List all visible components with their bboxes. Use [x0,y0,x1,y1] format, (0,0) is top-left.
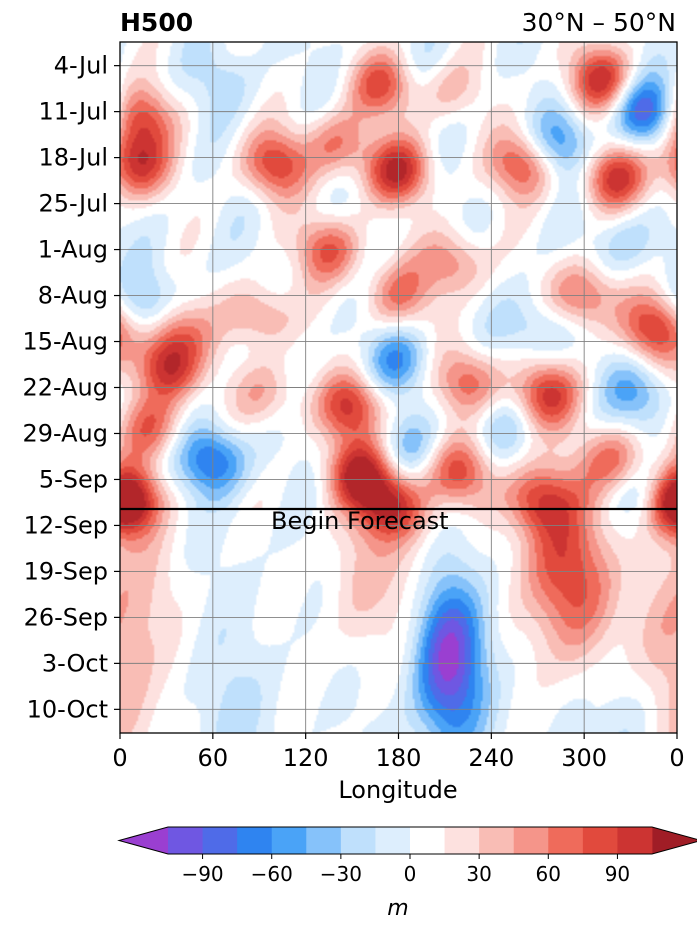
x-axis-ticks: 0 60 120 180 240 300 0 [112,733,685,772]
x-tick-label: 0 [669,744,684,772]
y-tick-label: 25-Jul [39,190,109,218]
colorbar-tick-label: 0 [404,862,417,886]
y-tick-label: 4-Jul [54,52,108,80]
colorbar-swatch [617,827,653,854]
begin-forecast-label: Begin Forecast [271,507,449,535]
y-tick-label: 15-Aug [22,328,108,356]
colorbar-swatch [202,827,238,854]
colorbar-swatch [375,827,411,854]
y-tick-label: 29-Aug [22,419,108,447]
colorbar-swatch [479,827,515,854]
x-tick-label: 0 [112,744,127,772]
grid-lines [120,42,677,733]
colorbar-unit-label: m [387,896,408,921]
colorbar-swatch [513,827,549,854]
chart-title: H500 [120,8,193,37]
colorbar-swatch [548,827,584,854]
y-tick-label: 3-Oct [42,649,108,677]
y-tick-label: 1-Aug [38,236,108,264]
colorbar-swatch [271,827,307,854]
colorbar-tick-label: −30 [320,862,362,886]
y-tick-label: 5-Sep [39,465,108,493]
x-tick-label: 300 [561,744,607,772]
colorbar-tick-label: −90 [181,862,223,886]
colorbar-outline [117,826,697,855]
y-tick-label: 10-Oct [27,695,108,723]
colorbar-swatch [237,827,273,854]
y-tick-label: 19-Sep [24,557,108,585]
x-tick-label: 180 [376,744,422,772]
y-axis-ticks: 4-Jul 11-Jul 18-Jul 25-Jul 1-Aug 8-Aug 15-Aug 2… [22,52,120,723]
colorbar-max-extension [652,827,697,854]
y-tick-label: 8-Aug [38,282,108,310]
x-tick-label: 240 [468,744,514,772]
x-axis-label: Longitude [338,776,457,804]
x-tick-label: 60 [198,744,229,772]
x-tick-label: 120 [283,744,329,772]
colorbar-swatch [410,827,445,854]
colorbar-swatch [306,827,342,854]
colorbar-tick-label: 60 [536,862,561,886]
y-tick-label: 12-Sep [24,511,108,539]
colorbar-swatch [168,827,203,854]
colorbar-swatch [444,827,480,854]
y-tick-label: 22-Aug [22,374,108,402]
colorbar: −90 −60 −30 0 30 60 90 [117,826,697,886]
colorbar-tick-label: −60 [251,862,293,886]
y-tick-label: 11-Jul [39,98,109,126]
colorbar-swatch [340,827,376,854]
colorbar-min-extension [119,827,168,854]
colorbar-tick-label: 90 [605,862,630,886]
y-tick-label: 26-Sep [24,603,108,631]
y-tick-label: 18-Jul [39,144,109,172]
chart-subtitle: 30°N – 50°N [522,8,676,37]
colorbar-tick-label: 30 [466,862,491,886]
colorbar-swatch [582,827,618,854]
